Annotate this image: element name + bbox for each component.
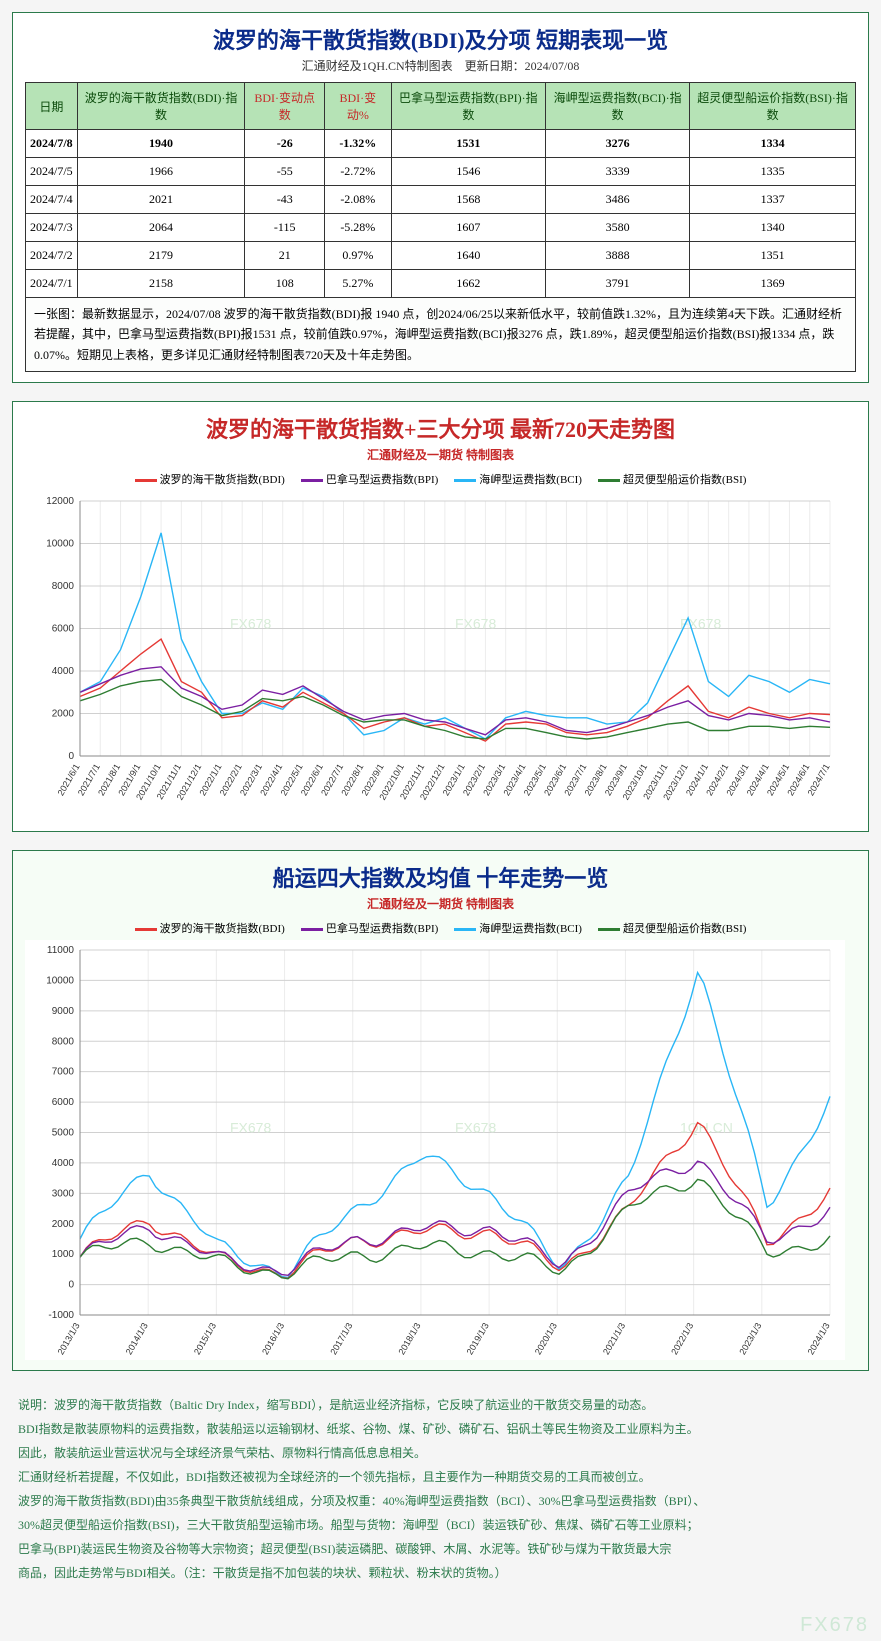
col-header: 超灵便型船运价指数(BSI)·指数 [690,83,856,130]
svg-text:2000: 2000 [52,709,75,720]
legend-item: 巴拿马型运费指数(BPI) [301,474,438,486]
chart720-legend: 波罗的海干散货指数(BDI) 巴拿马型运费指数(BPI) 海岬型运费指数(BCI) 超… [25,471,856,487]
legend-swatch [454,479,476,482]
corner-watermark: FX678 [800,1614,869,1637]
table-subtitle: 汇通财经及1QH.CN特制图表 更新日期：2024/07/08 [25,57,856,74]
svg-text:FX678: FX678 [455,616,496,632]
chart720-title: 波罗的海干散货指数+三大分项 最新720天走势图 [25,412,856,444]
legend-swatch [301,928,323,931]
legend-item: 波罗的海干散货指数(BDI) [135,474,285,486]
chart10y-svg: -1000 0 1000 2000 3000 4000 5000 6000 7000 8000 90… [25,940,845,1360]
svg-text:8000: 8000 [52,1036,75,1047]
legend-item: 海岬型运费指数(BCI) [454,923,582,935]
footer-line: BDI指数是散装原物料的运费指数，散装船运以运输钢材、纸浆、谷物、煤、矿砂、磷矿… [18,1417,863,1441]
legend-item: 超灵便型船运价指数(BSI) [598,923,746,935]
svg-text:9000: 9000 [52,1006,75,1017]
col-header: BDI·变动% [324,83,391,130]
svg-text:3000: 3000 [52,1189,75,1200]
footer-line: 说明：波罗的海干散货指数（Baltic Dry Index，缩写BDI），是航运… [18,1393,863,1417]
legend-item: 波罗的海干散货指数(BDI) [135,923,285,935]
chart-720-panel: 波罗的海干散货指数+三大分项 最新720天走势图 汇通财经及一期货 特制图表 波… [12,401,869,832]
svg-text:FX678: FX678 [230,616,271,632]
bdi-table: 日期波罗的海干散货指数(BDI)·指数BDI·变动点数BDI·变动%巴拿马型运费… [25,82,856,298]
chart720-subtitle: 汇通财经及一期货 特制图表 [25,446,856,463]
legend-swatch [598,479,620,482]
footer-line: 汇通财经析若提醒，不仅如此，BDI指数还被视为全球经济的一个领先指标，且主要作为… [18,1465,863,1489]
table-row: 2024/7/81940-26-1.32%153132761334 [26,130,856,158]
legend-item: 海岬型运费指数(BCI) [454,474,582,486]
footer-line: 因此，散装航运业营运状况与全球经济景气荣枯、原物料行情高低息息相关。 [18,1441,863,1465]
chart10y-title: 船运四大指数及均值 十年走势一览 [25,861,856,893]
col-header: 日期 [26,83,78,130]
svg-text:FX678: FX678 [455,1120,496,1136]
legend-swatch [454,928,476,931]
legend-swatch [135,479,157,482]
svg-text:6000: 6000 [52,1097,75,1108]
chart10y-legend: 波罗的海干散货指数(BDI) 巴拿马型运费指数(BPI) 海岬型运费指数(BCI) 超… [25,920,856,936]
chart720-wrap: 0200040006000800010000120002021/6/12021/… [25,491,856,821]
legend-item: 巴拿马型运费指数(BPI) [301,923,438,935]
svg-text:4000: 4000 [52,666,75,677]
svg-text:8000: 8000 [52,581,75,592]
svg-text:0: 0 [68,751,74,762]
col-header: 巴拿马型运费指数(BPI)·指数 [391,83,545,130]
svg-text:10000: 10000 [46,539,74,550]
svg-text:FX678: FX678 [680,616,721,632]
svg-text:11000: 11000 [47,945,75,956]
table-panel: 波罗的海干散货指数(BDI)及分项 短期表现一览 汇通财经及1QH.CN特制图表… [12,12,869,383]
col-header: 波罗的海干散货指数(BDI)·指数 [77,83,245,130]
footer-line: 波罗的海干散货指数(BDI)由35条典型干散货航线组成，分项及权重：40%海岬型… [18,1489,863,1513]
col-header: 海岬型运费指数(BCI)·指数 [545,83,689,130]
table-row: 2024/7/51966-55-2.72%154633391335 [26,158,856,186]
svg-text:12000: 12000 [46,496,74,507]
footer-line: 30%超灵便型船运价指数(BSI)，三大干散货船型运输市场。船型与货物：海岬型（… [18,1513,863,1537]
table-note: 一张图：最新数据显示，2024/07/08 波罗的海干散货指数(BDI)报 19… [25,298,856,372]
chart10y-subtitle: 汇通财经及一期货 特制图表 [25,895,856,912]
svg-text:FX678: FX678 [230,1120,271,1136]
svg-text:2000: 2000 [52,1219,75,1230]
chart720-svg: 0200040006000800010000120002021/6/12021/… [25,491,845,821]
svg-text:5000: 5000 [52,1128,75,1139]
footer-line: 商品，因此走势常与BDI相关。（注：干散货是指不加包装的块状、颗粒状、粉末状的货… [18,1561,863,1585]
chart10y-wrap: -1000 0 1000 2000 3000 4000 5000 6000 7000 8000 90… [25,940,856,1360]
svg-text:4000: 4000 [52,1158,75,1169]
svg-text:1QH.CN: 1QH.CN [680,1120,733,1136]
table-row: 2024/7/32064-115-5.28%160735801340 [26,214,856,242]
legend-swatch [598,928,620,931]
svg-text:6000: 6000 [52,624,75,635]
table-row: 2024/7/22179210.97%164038881351 [26,242,856,270]
legend-swatch [301,479,323,482]
svg-text:7000: 7000 [52,1067,75,1078]
svg-text:0: 0 [68,1280,74,1291]
chart-10y-panel: 船运四大指数及均值 十年走势一览 汇通财经及一期货 特制图表 波罗的海干散货指数… [12,850,869,1371]
legend-swatch [135,928,157,931]
svg-text:-1000: -1000 [48,1310,74,1321]
svg-text:10000: 10000 [46,976,74,987]
footer-note: 说明：波罗的海干散货指数（Baltic Dry Index，缩写BDI），是航运… [12,1389,869,1589]
svg-text:1000: 1000 [52,1249,75,1260]
legend-item: 超灵便型船运价指数(BSI) [598,474,746,486]
col-header: BDI·变动点数 [245,83,325,130]
footer-line: 巴拿马(BPI)装运民生物资及谷物等大宗物资；超灵便型(BSI)装运磷肥、碳酸钾… [18,1537,863,1561]
table-row: 2024/7/42021-43-2.08%156834861337 [26,186,856,214]
table-title: 波罗的海干散货指数(BDI)及分项 短期表现一览 [25,23,856,55]
table-row: 2024/7/121581085.27%166237911369 [26,270,856,298]
